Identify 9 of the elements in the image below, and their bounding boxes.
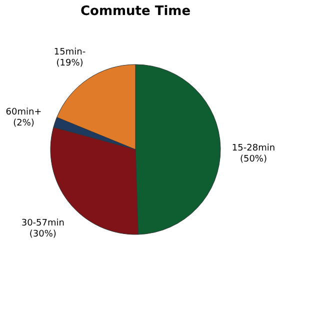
data-label: (19%) [56,58,84,69]
slice-label: 60min+ [6,108,42,118]
data-label: (2%) [13,118,34,129]
slice-label: 15-28min [232,144,276,154]
slice-label: 15min- [54,48,86,58]
slice-label: 30-57min [21,218,64,229]
chart-title: Commute Time [80,4,191,19]
data-label: (30%) [29,230,56,240]
data-label: (50%) [240,154,267,165]
